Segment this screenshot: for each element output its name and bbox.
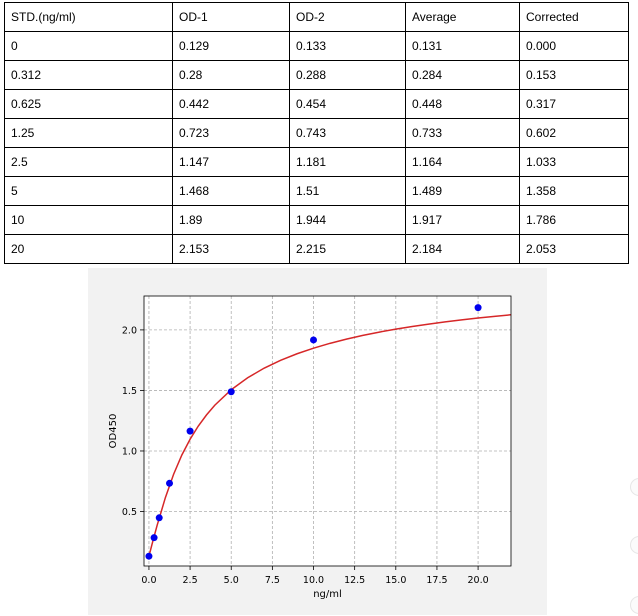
- table-cell: 0.288: [289, 60, 406, 90]
- side-decoration-circle: [630, 478, 638, 496]
- table-cell: 2.215: [289, 234, 406, 264]
- table-cell: 20: [4, 234, 173, 264]
- table-cell: 0.133: [289, 31, 406, 61]
- x-tick-label: 10.0: [303, 575, 324, 586]
- data-point: [155, 514, 163, 522]
- table-cell: 0.000: [519, 31, 629, 61]
- table-row: 0.625 0.442 0.454 0.448 0.317: [4, 89, 629, 119]
- y-tick-label: 1.0: [122, 446, 137, 457]
- table-cell: 0.284: [405, 60, 520, 90]
- table-cell: 0.129: [172, 31, 290, 61]
- y-axis-label: OD450: [108, 414, 119, 449]
- table-row: 0 0.129 0.133 0.131 0.000: [4, 31, 629, 61]
- table-cell: 0.448: [405, 89, 520, 119]
- table-header-cell: STD.(ng/ml): [4, 2, 173, 32]
- y-tick-label: 2.0: [122, 325, 137, 336]
- table-cell: 0.317: [519, 89, 629, 119]
- table-cell: 2.5: [4, 147, 173, 177]
- data-point: [166, 479, 174, 487]
- table-header-cell: OD-1: [172, 2, 290, 32]
- table-cell: 0.723: [172, 118, 290, 148]
- table-row: 1.25 0.723 0.743 0.733 0.602: [4, 118, 629, 148]
- x-tick-label: 20.0: [468, 575, 489, 586]
- table-cell: 2.153: [172, 234, 290, 264]
- table-cell: 0.442: [172, 89, 290, 119]
- table-cell: 0.131: [405, 31, 520, 61]
- data-point: [474, 304, 482, 312]
- y-tick-label: 0.5: [122, 507, 137, 518]
- x-axis-label: ng/ml: [313, 589, 342, 600]
- table-header-cell: OD-2: [289, 2, 406, 32]
- table-cell: 1.25: [4, 118, 173, 148]
- x-tick-label: 0.0: [141, 575, 156, 586]
- table-header-cell: Corrected: [519, 2, 629, 32]
- table-cell: 1.944: [289, 205, 406, 235]
- table-cell: 1.786: [519, 205, 629, 235]
- table-cell: 0.743: [289, 118, 406, 148]
- standard-curve-table: STD.(ng/ml) OD-1 OD-2 Average Corrected 0 0.12…: [4, 2, 629, 264]
- side-decoration-circle: [630, 536, 638, 554]
- table-cell: 10: [4, 205, 173, 235]
- table-header-cell: Average: [405, 2, 520, 32]
- table-cell: 1.181: [289, 147, 406, 177]
- table-cell: 2.053: [519, 234, 629, 264]
- table-cell: 0.733: [405, 118, 520, 148]
- plot-frame: [143, 295, 512, 567]
- table-header-row: STD.(ng/ml) OD-1 OD-2 Average Corrected: [4, 2, 629, 32]
- table-row: 5 1.468 1.51 1.489 1.358: [4, 176, 629, 206]
- data-point: [227, 388, 235, 396]
- x-tick-label: 5.0: [224, 575, 239, 586]
- table-cell: 1.147: [172, 147, 290, 177]
- table-cell: 0.153: [519, 60, 629, 90]
- table-cell: 1.489: [405, 176, 520, 206]
- plot-area: [144, 296, 511, 566]
- table-cell: 0.625: [4, 89, 173, 119]
- data-point: [186, 427, 194, 435]
- table-cell: 0: [4, 31, 173, 61]
- table-cell: 0.602: [519, 118, 629, 148]
- y-tick-label: 1.5: [122, 386, 137, 397]
- table-cell: 1.51: [289, 176, 406, 206]
- table-cell: 0.28: [172, 60, 290, 90]
- x-tick-label: 7.5: [265, 575, 280, 586]
- x-tick-label: 2.5: [183, 575, 198, 586]
- table-cell: 0.312: [4, 60, 173, 90]
- chart-svg: 0.0 2.5 5.0 7.5 10.0 12.5 15.0 17.5 20.0 0.5 1.0 1.…: [88, 268, 547, 615]
- standard-curve-chart: 0.0 2.5 5.0 7.5 10.0 12.5 15.0 17.5 20.0 0.5 1.0 1.…: [88, 268, 547, 615]
- x-tick-label: 12.5: [344, 575, 365, 586]
- table-cell: 1.358: [519, 176, 629, 206]
- table-cell: 5: [4, 176, 173, 206]
- table-cell: 1.89: [172, 205, 290, 235]
- x-tick-label: 17.5: [426, 575, 447, 586]
- table-row: 2.5 1.147 1.181 1.164 1.033: [4, 147, 629, 177]
- fit-curve-line: [148, 314, 512, 557]
- data-point: [150, 534, 158, 542]
- table-cell: 2.184: [405, 234, 520, 264]
- x-tick-label: 15.0: [385, 575, 406, 586]
- table-cell: 1.033: [519, 147, 629, 177]
- table-cell: 0.454: [289, 89, 406, 119]
- table-cell: 1.917: [405, 205, 520, 235]
- data-point: [145, 552, 153, 560]
- table-cell: 1.164: [405, 147, 520, 177]
- table-row: 20 2.153 2.215 2.184 2.053: [4, 234, 629, 264]
- table-cell: 1.468: [172, 176, 290, 206]
- table-row: 0.312 0.28 0.288 0.284 0.153: [4, 60, 629, 90]
- data-point: [310, 336, 318, 344]
- side-decoration-circle: [630, 596, 638, 614]
- table-row: 10 1.89 1.944 1.917 1.786: [4, 205, 629, 235]
